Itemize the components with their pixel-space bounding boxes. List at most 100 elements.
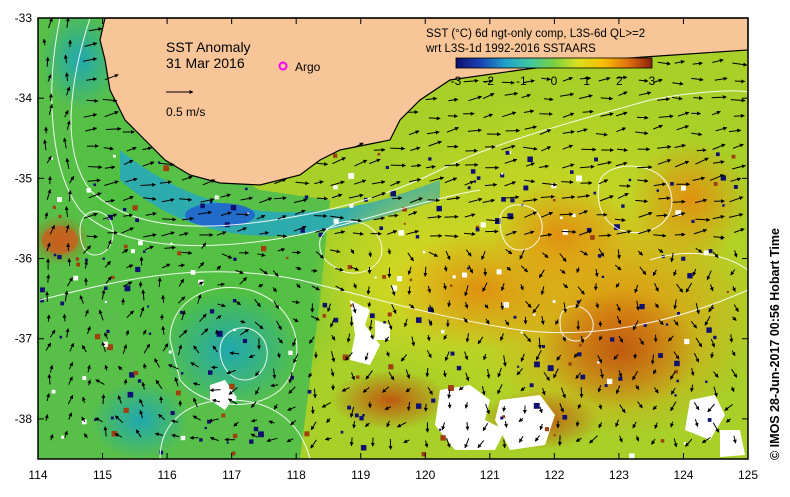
speckle [94, 419, 96, 421]
velocity-arrow [103, 395, 104, 405]
colorbar-tick-label: 2 [616, 74, 623, 88]
speckle [390, 191, 396, 197]
velocity-arrow [388, 215, 398, 216]
speckle [129, 372, 134, 377]
speckle [323, 303, 328, 308]
speckle [514, 434, 517, 437]
speckle [169, 351, 172, 354]
speckle [670, 182, 674, 186]
speckle [431, 399, 435, 403]
speckle [439, 429, 441, 431]
velocity-arrow [429, 118, 440, 119]
velocity-arrow [712, 97, 727, 98]
speckle [60, 336, 63, 339]
x-tick-label: 114 [28, 468, 47, 482]
speckle [113, 155, 116, 158]
velocity-arrow [236, 214, 249, 215]
speckle [428, 157, 431, 160]
speckle [362, 414, 364, 416]
speckle [618, 377, 622, 381]
speckle [621, 204, 624, 207]
speckle [503, 302, 509, 308]
velocity-arrow [449, 403, 450, 409]
colorbar-tick-label: 3 [649, 74, 656, 88]
speckle [523, 186, 528, 191]
velocity-arrow [351, 437, 352, 445]
velocity-arrow [673, 202, 686, 203]
speckle [149, 333, 151, 335]
map-title: SST Anomaly [166, 39, 251, 55]
velocity-arrow [427, 368, 428, 377]
speckle [350, 304, 352, 306]
colorbar-tick-label: -1 [516, 74, 527, 88]
speckle [462, 273, 467, 278]
colorbar-title-line1: SST (°C) 6d ngt-only comp, L3S-6d QL>=2 [426, 28, 645, 40]
speckle [514, 316, 517, 319]
speckle [501, 173, 503, 175]
speckle [657, 189, 659, 191]
speckle [147, 306, 149, 308]
speckle [104, 287, 108, 291]
map-date: 31 Mar 2016 [166, 55, 245, 71]
speckle [661, 439, 665, 443]
speckle [243, 339, 247, 343]
speckle [227, 442, 229, 444]
speckle [416, 317, 422, 323]
speckle [554, 434, 556, 436]
speckle [593, 192, 596, 195]
speckle [105, 301, 107, 303]
speckle [181, 372, 183, 374]
speckle [714, 182, 718, 186]
velocity-arrow [562, 231, 576, 232]
velocity-arrow [697, 150, 707, 151]
speckle [530, 383, 534, 387]
speckle [713, 336, 716, 339]
speckle [95, 334, 100, 339]
speckle [397, 276, 402, 281]
speckle [437, 206, 442, 211]
speckle [579, 344, 582, 347]
velocity-arrow [369, 302, 370, 307]
speckle [410, 279, 413, 282]
speckle [382, 275, 386, 279]
velocity-arrow [734, 116, 745, 117]
speckle [441, 330, 444, 333]
speckle [54, 254, 57, 257]
speckle [359, 416, 363, 420]
speckle [440, 435, 445, 440]
speckle [674, 394, 676, 396]
colorbar-tick-label: 0 [551, 74, 558, 88]
speckle [333, 154, 337, 158]
speckle [590, 235, 595, 240]
speckle [370, 313, 375, 318]
colorbar [456, 58, 652, 68]
y-tick-label: -36 [15, 252, 33, 266]
speckle [40, 287, 45, 292]
speckle [517, 366, 519, 368]
speckle [684, 442, 686, 444]
speckle [286, 257, 288, 259]
speckle [304, 431, 309, 436]
speckle [123, 208, 126, 211]
speckle [705, 381, 707, 383]
speckle [300, 228, 305, 233]
speckle [111, 417, 114, 420]
speckle [497, 269, 502, 274]
velocity-arrow [123, 299, 124, 305]
speckle [533, 314, 535, 316]
speckle [534, 362, 540, 368]
speckle [107, 344, 113, 350]
speckle [681, 186, 686, 191]
velocity-arrow [448, 116, 458, 117]
speckle [684, 339, 689, 344]
speckle [210, 309, 214, 313]
velocity-arrow [735, 81, 745, 82]
speckle [507, 213, 513, 219]
speckle [348, 173, 354, 179]
x-tick-label: 117 [222, 468, 241, 482]
y-tick-label: -35 [15, 171, 33, 185]
speckle [527, 157, 533, 163]
x-tick-label: 120 [415, 468, 435, 482]
speckle [386, 166, 389, 169]
speckle [208, 370, 213, 375]
